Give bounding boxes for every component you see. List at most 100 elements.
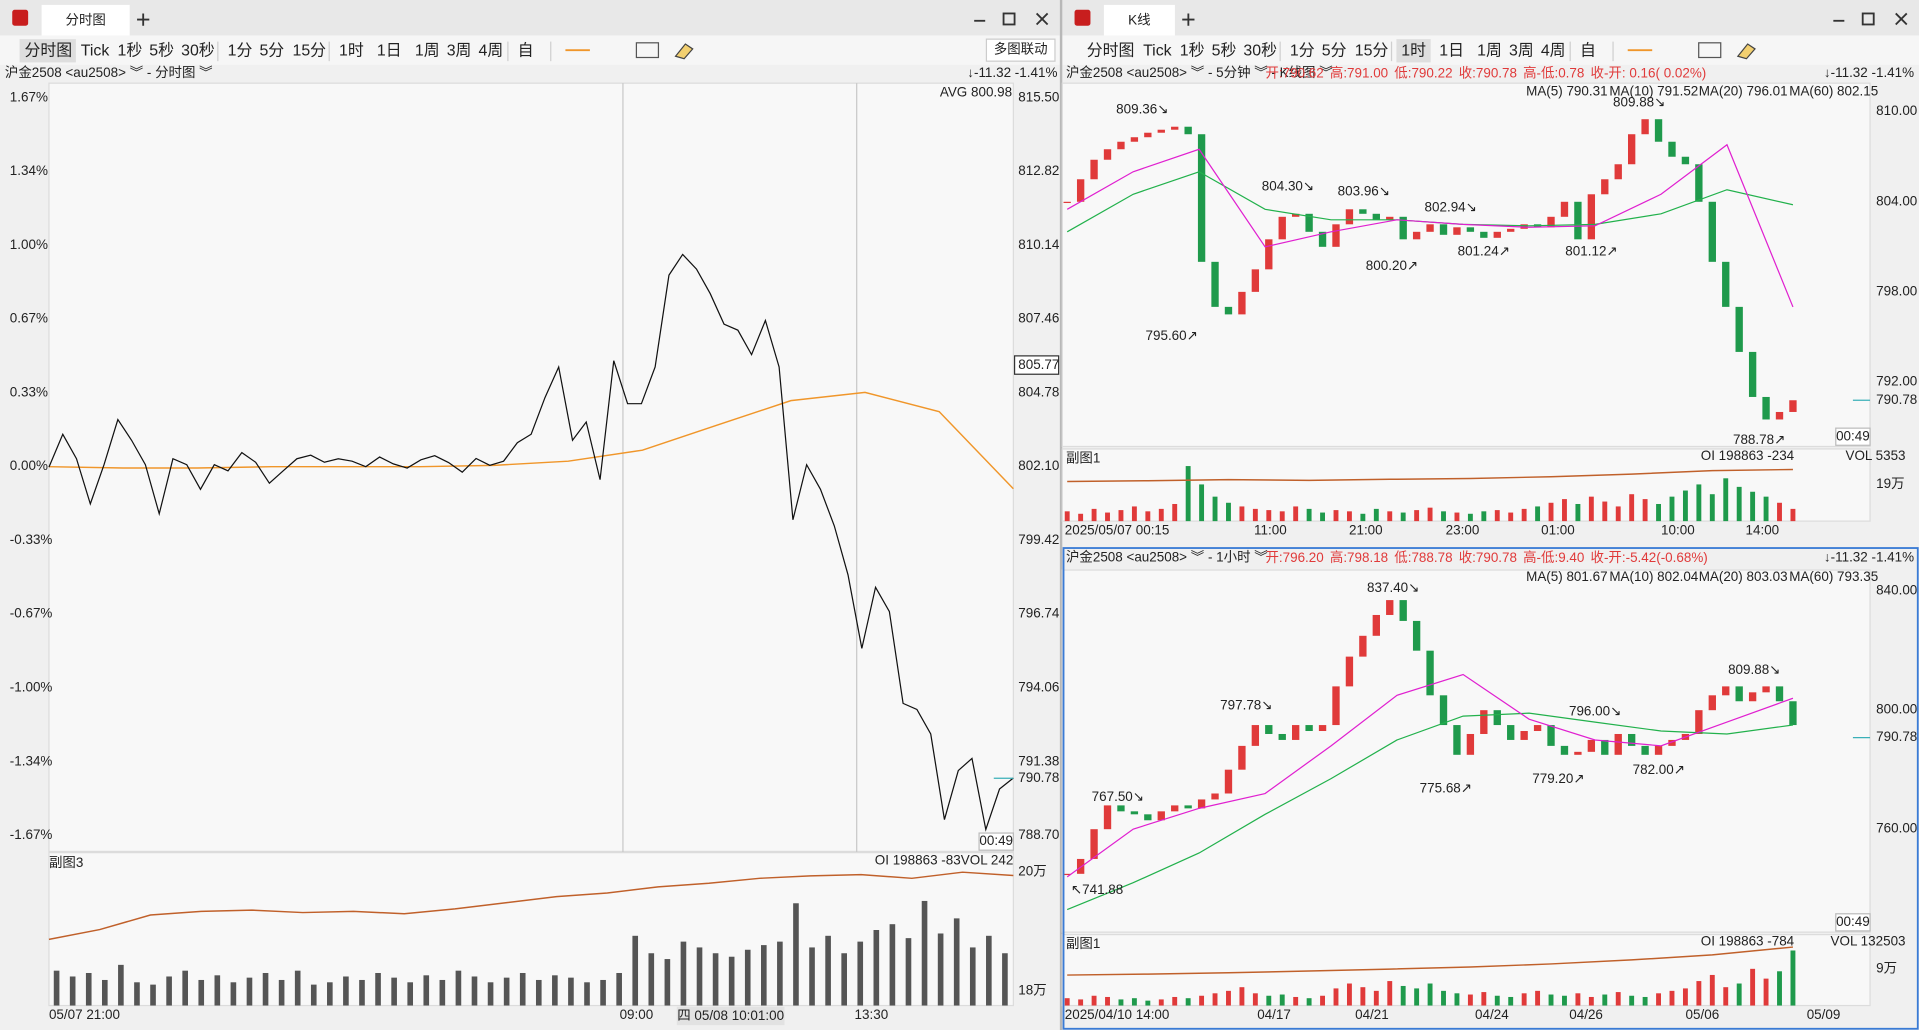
toolbar-button[interactable]: 1分 — [1290, 42, 1315, 60]
toolbar-button[interactable]: 5分 — [259, 42, 284, 60]
toolbar-button[interactable]: 1秒 — [1180, 42, 1205, 60]
volume-bar — [423, 975, 430, 1006]
volume-bar — [986, 935, 992, 1006]
toolbar-button[interactable]: Tick — [81, 43, 110, 60]
toolbar-button[interactable]: 15分 — [293, 42, 327, 60]
rect-tool[interactable] — [635, 42, 660, 59]
maximize-button[interactable] — [1861, 12, 1875, 26]
toolbar-button[interactable]: 自 — [1580, 42, 1596, 60]
candle — [1197, 799, 1206, 809]
price-tick-label: 815.50 — [1018, 89, 1059, 104]
candle — [1681, 156, 1690, 165]
tab-label[interactable]: 分时图 — [66, 12, 106, 27]
toolbar-button[interactable]: 30秒 — [1243, 42, 1277, 60]
close-button[interactable] — [1035, 12, 1049, 26]
toolbar-button[interactable]: 1时 — [339, 42, 364, 60]
toolbar-button[interactable]: 1周 — [415, 43, 440, 60]
candle — [1426, 650, 1434, 696]
candle — [1789, 701, 1797, 726]
toolbar-button[interactable]: 3周 — [447, 43, 472, 60]
candle — [1224, 769, 1233, 794]
extreme-annotation: 797.78↘ — [1220, 697, 1272, 712]
volume-bar — [53, 970, 60, 1006]
eraser-tool[interactable] — [1736, 43, 1756, 60]
candle — [1695, 710, 1703, 734]
candle — [1641, 119, 1649, 135]
volume-bar — [760, 945, 767, 1006]
price-tick-label: 792.00 — [1876, 373, 1917, 388]
volume-bar — [1333, 510, 1339, 522]
extreme-annotation: 809.88↘ — [1613, 94, 1665, 109]
vol-label: VOL 5353 — [1846, 448, 1906, 463]
toolbar-button[interactable]: Tick — [1143, 43, 1172, 60]
volume-bar — [1293, 996, 1299, 1006]
x-tick-label: 11:00 — [1254, 522, 1287, 537]
volume-bar — [584, 982, 590, 1006]
rect-tool[interactable] — [1698, 42, 1722, 59]
volume-bar — [825, 935, 831, 1006]
toolbar-selected — [19, 39, 76, 63]
tab[interactable] — [41, 4, 130, 36]
candle — [1507, 725, 1515, 740]
candle — [1520, 731, 1528, 740]
tab-label[interactable]: K线 — [1128, 12, 1150, 27]
toolbar-button[interactable]: 1日 — [1439, 43, 1464, 60]
volume-bar — [343, 976, 349, 1006]
toolbar — [0, 35, 1060, 65]
eraser-tool[interactable] — [674, 43, 694, 60]
volume-bar — [1777, 502, 1782, 522]
toolbar-button[interactable]: 1日 — [377, 43, 402, 60]
new-tab-button[interactable] — [1182, 13, 1195, 26]
x-tick-label: 09:00 — [620, 1007, 654, 1022]
toolbar-button[interactable]: 1分 — [228, 42, 253, 60]
volume-bar — [1252, 508, 1258, 522]
volume-bar — [1239, 506, 1245, 522]
vol-tick-label: 19万 — [1876, 476, 1904, 491]
toolbar-button[interactable]: 4周 — [1541, 43, 1566, 60]
maximize-button[interactable] — [1002, 12, 1016, 26]
toolbar-button[interactable]: 分时图 — [24, 42, 72, 60]
toolbar-button[interactable]: 1时 — [1401, 42, 1426, 60]
close-button[interactable] — [1895, 12, 1908, 26]
volume-bar — [1158, 999, 1164, 1006]
oi-line — [1067, 946, 1794, 976]
volume-bar — [1709, 494, 1715, 522]
time-box — [978, 832, 1014, 851]
volume-bar — [391, 977, 397, 1006]
price-tick-label: 796.74 — [1018, 606, 1060, 621]
price-tick-label: 810.14 — [1018, 237, 1060, 252]
volume-bar — [777, 941, 783, 1006]
toolbar-button[interactable]: 自 — [518, 42, 534, 60]
toolbar-button[interactable]: 分时图 — [1087, 42, 1135, 60]
oi-label: OI 198863 -234 — [1701, 448, 1795, 463]
volume-bar — [552, 975, 558, 1006]
toolbar-button[interactable]: 5秒 — [149, 42, 174, 60]
new-tab-button[interactable] — [137, 13, 150, 26]
toolbar-button[interactable]: 15分 — [1355, 42, 1389, 60]
toolbar-button[interactable]: 1秒 — [117, 42, 142, 60]
toolbar-button[interactable]: 4周 — [479, 43, 504, 60]
toolbar-button[interactable]: 5秒 — [1212, 42, 1237, 60]
toolbar-button[interactable]: 1周 — [1477, 43, 1502, 60]
volume-bar — [1427, 507, 1433, 522]
toolbar-button[interactable]: 5分 — [1322, 42, 1347, 60]
x-tick-label: 2025/05/07 00:15 — [1065, 522, 1170, 537]
volume-bar — [1118, 999, 1124, 1006]
crosshair-time: 四 05/08 10:01:00 — [677, 1008, 784, 1023]
toolbar-button[interactable]: 30秒 — [181, 42, 215, 60]
volume-bar — [969, 947, 976, 1006]
volume-bar — [487, 982, 494, 1006]
extreme-annotation: 800.20↗ — [1366, 258, 1418, 273]
volume-bar — [69, 976, 76, 1006]
volume-bar — [1723, 478, 1729, 522]
volume-bar — [294, 970, 301, 1006]
candle — [1063, 201, 1071, 204]
link-button[interactable] — [985, 38, 1056, 62]
candle — [1103, 149, 1112, 160]
volume-bar — [1441, 511, 1446, 522]
toolbar-button[interactable]: 3周 — [1509, 43, 1534, 60]
link-button-label[interactable]: 多图联动 — [994, 41, 1048, 57]
tab[interactable] — [1103, 4, 1175, 36]
volume-bar — [1145, 511, 1151, 522]
ohlc-value: 收:790.78 — [1459, 549, 1517, 564]
